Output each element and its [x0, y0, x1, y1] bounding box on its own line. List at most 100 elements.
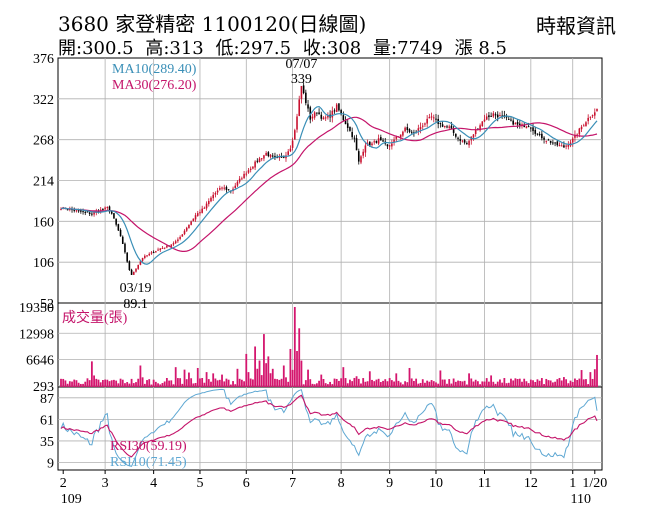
x-tick-label: 1/20 [582, 476, 607, 491]
volume-bar [516, 379, 519, 387]
candle-up [141, 257, 144, 261]
volume-bar [501, 382, 504, 387]
volume-bar [430, 380, 433, 387]
candle-down [276, 157, 278, 159]
volume-tick-label: 6646 [26, 354, 54, 369]
candle-up [139, 261, 142, 265]
volume-bar [384, 379, 387, 387]
volume-bar [139, 365, 142, 387]
rsi-tick-label: 61 [40, 413, 54, 428]
candle-up [327, 115, 329, 118]
candle-down [556, 141, 559, 146]
volume-bar [532, 380, 534, 387]
high-value-annotation: 339 [291, 72, 312, 87]
volume-bar [485, 378, 488, 387]
volume-bar [298, 328, 301, 387]
volume-bar [102, 379, 104, 387]
candle-down [452, 128, 455, 133]
candle-down [463, 140, 466, 143]
volume-bar [68, 381, 71, 387]
volume-bar [424, 382, 426, 387]
candle-down [82, 211, 84, 213]
candle-up [545, 140, 548, 142]
volume-bar [201, 378, 204, 387]
x-tick-label: 8 [338, 476, 345, 491]
candle-up [377, 138, 380, 144]
candle-up [391, 143, 393, 147]
volume-bar [163, 381, 166, 387]
candle-up [163, 247, 166, 249]
candle-down [338, 103, 340, 111]
candle-up [223, 187, 226, 189]
volume-bar [569, 380, 572, 387]
candle-down [549, 140, 552, 143]
candle-down [86, 211, 89, 213]
volume-bar [203, 382, 206, 387]
volume-bar [399, 382, 402, 387]
volume-bar [113, 379, 115, 387]
volume-bar [536, 379, 539, 387]
volume-bar [194, 382, 197, 387]
low-value-annotation: 89.1 [123, 297, 148, 312]
candle-up [585, 122, 587, 127]
volume-bar [492, 381, 495, 387]
volume-bar [128, 383, 131, 387]
candle-down [435, 118, 437, 120]
rsi30-line [60, 394, 598, 458]
candle-down [115, 218, 117, 225]
volume-bar [346, 383, 349, 387]
candle-up [591, 115, 594, 117]
volume-bar [432, 381, 435, 387]
candle-up [203, 207, 206, 209]
volume-bar [181, 383, 184, 387]
volume-bar [75, 380, 78, 387]
volume-bar [538, 380, 541, 387]
volume-bar [62, 378, 65, 387]
volume-bar [291, 369, 294, 387]
candle-down [541, 133, 543, 139]
volume-bar [443, 379, 446, 387]
x-year-label: 109 [61, 492, 82, 507]
price-tick-label: 376 [33, 52, 54, 67]
volume-bar [126, 382, 129, 387]
candle-down [357, 151, 360, 162]
volume-bar [159, 384, 162, 387]
candle-up [589, 116, 592, 118]
volume-bar [106, 379, 109, 387]
candle-up [192, 218, 195, 222]
volume-bar [124, 383, 126, 387]
volume-bar [234, 384, 237, 387]
candle-up [402, 131, 404, 136]
price-tick-label: 268 [33, 134, 54, 149]
candle-up [481, 121, 484, 127]
candle-up [93, 212, 95, 215]
volume-bar [157, 383, 159, 387]
candle-down [355, 138, 358, 151]
candle-up [241, 178, 243, 180]
volume-bar [413, 380, 415, 387]
volume-bar [406, 382, 409, 387]
volume-bar [263, 334, 265, 387]
legend-rsi10: RSI10(71.45) [110, 455, 187, 470]
chart-date: 1100120(日線圖) [201, 12, 367, 36]
candle-up [322, 117, 325, 120]
candle-up [289, 148, 292, 152]
volume-bar [335, 378, 338, 387]
candle-up [492, 113, 495, 117]
volume-bar [256, 368, 259, 387]
candle-up [468, 140, 470, 146]
volume-bar [110, 380, 113, 387]
volume-bar [503, 378, 506, 387]
volume-bar [558, 377, 561, 387]
data-source: 時報資訊 [536, 14, 616, 38]
candle-down [532, 127, 534, 132]
candle-down [382, 140, 384, 142]
x-tick-label: 11 [478, 476, 491, 491]
ma10-line [60, 105, 598, 265]
candle-up [144, 255, 146, 259]
candle-up [196, 213, 199, 216]
volume-bar [135, 382, 137, 387]
volume-bar [551, 382, 554, 387]
candle-up [300, 85, 303, 99]
volume-bar [302, 384, 305, 387]
